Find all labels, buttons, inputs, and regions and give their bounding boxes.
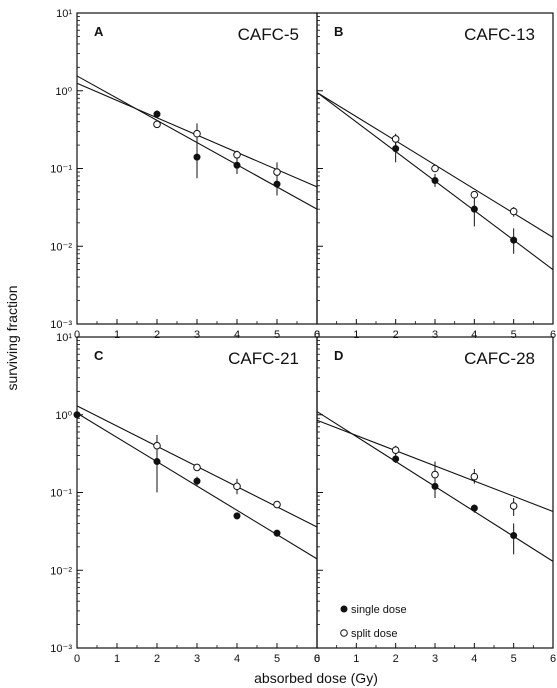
panel-letter: A (94, 24, 104, 39)
x-tick-label: 5 (274, 329, 280, 341)
x-tick-label: 6 (550, 329, 556, 341)
x-tick-label: 0 (74, 653, 80, 665)
split-dose-point (431, 470, 439, 479)
single-dose-point (431, 177, 439, 185)
y-tick-label: 10⁻² (50, 565, 72, 577)
x-tick-label: 4 (471, 653, 477, 665)
series-single-dose (316, 411, 554, 562)
x-tick-label: 2 (154, 329, 160, 341)
series-split-dose (76, 405, 318, 528)
series-split-dose (316, 419, 554, 516)
split-dose-point (273, 168, 281, 176)
x-tick-label: 0 (74, 329, 80, 341)
legend-single-dose-label: single dose (351, 604, 407, 616)
single-dose-point (510, 531, 518, 539)
single-dose-point (153, 110, 161, 118)
panel-title: CAFC-28 (464, 349, 535, 368)
series-single-dose (316, 92, 554, 271)
split-dose-point (193, 129, 201, 138)
single-dose-point (392, 145, 400, 153)
y-tick-label: 10⁻³ (50, 319, 72, 331)
y-tick-label: 10⁻¹ (50, 164, 72, 176)
x-tick-label: 4 (471, 329, 477, 341)
legend-split-dose-marker (340, 629, 348, 637)
y-tick-label: 10¹ (56, 332, 72, 344)
split-dose-point (193, 463, 201, 472)
x-tick-label: 3 (194, 329, 200, 341)
y-tick-label: 10¹ (56, 8, 72, 20)
split-dose-point (153, 441, 161, 450)
split-dose-point (470, 472, 479, 481)
x-axis-label: absorbed dose (Gy) (254, 670, 378, 686)
x-tick-label: 1 (114, 329, 120, 341)
panel-title: CAFC-21 (228, 349, 299, 368)
panel-letter: D (334, 348, 343, 363)
single-dose-point (510, 236, 518, 244)
single-dose-point (233, 512, 241, 520)
split-dose-point (391, 135, 400, 143)
split-dose-point (233, 482, 241, 491)
x-tick-label: 0 (314, 329, 320, 341)
x-tick-label: 1 (353, 653, 359, 665)
legend-single-dose-marker (340, 605, 348, 613)
series-split-dose (76, 82, 318, 188)
y-tick-label: 10⁰ (55, 86, 72, 98)
x-tick-label: 5 (511, 653, 517, 665)
y-tick-label: 10⁰ (55, 410, 72, 422)
x-tick-label: 2 (393, 329, 399, 341)
x-tick-label: 6 (314, 329, 320, 341)
x-tick-label: 2 (393, 653, 399, 665)
x-tick-label: 5 (274, 653, 280, 665)
x-tick-label: 3 (432, 653, 438, 665)
split-dose-point (273, 500, 281, 509)
x-tick-label: 6 (314, 653, 320, 665)
panel-title: CAFC-5 (238, 25, 299, 44)
y-axis-label: surviving fraction (4, 285, 20, 390)
panel-letter: B (334, 24, 343, 39)
panel-d: D CAFC-28 0 1 2 3 4 5 6 single dose split dose (314, 336, 556, 665)
single-dose-point (233, 161, 241, 169)
split-dose-point (391, 446, 400, 454)
single-dose-point (73, 411, 81, 419)
y-tick-label: 10⁻³ (50, 643, 72, 655)
split-dose-point (431, 164, 439, 173)
x-tick-label: 4 (234, 653, 240, 665)
x-tick-label: 5 (511, 329, 517, 341)
panel-letter: C (94, 348, 104, 363)
split-dose-point (509, 207, 518, 216)
x-tick-label: 2 (154, 653, 160, 665)
single-dose-point (153, 458, 161, 466)
single-dose-point (470, 504, 478, 512)
y-tick-label: 10⁻¹ (50, 488, 72, 500)
legend-split-dose-label: split dose (351, 628, 397, 640)
split-dose-point (233, 151, 241, 159)
single-dose-point (193, 153, 201, 161)
x-tick-label: 1 (114, 653, 120, 665)
single-dose-point (273, 180, 281, 188)
series-single-dose (73, 411, 318, 560)
series-split-dose (316, 92, 554, 238)
single-dose-point (392, 455, 400, 463)
split-dose-point (153, 120, 161, 129)
split-dose-point (509, 502, 518, 510)
legend: single dose split dose (340, 604, 407, 640)
panel-title: CAFC-13 (464, 25, 535, 44)
single-dose-point (273, 529, 281, 537)
plot-frame (76, 336, 318, 649)
panel-b: B CAFC-13 0 1 2 3 4 5 6 (314, 12, 556, 341)
x-tick-label: 1 (353, 329, 359, 341)
x-tick-label: 3 (432, 329, 438, 341)
x-tick-label: 3 (194, 653, 200, 665)
split-dose-point (470, 190, 479, 199)
y-tick-label: 10⁻² (50, 241, 72, 253)
single-dose-point (470, 205, 478, 213)
x-tick-label: 0 (314, 653, 320, 665)
x-tick-label: 6 (550, 653, 556, 665)
x-tick-label: 4 (234, 329, 240, 341)
single-dose-point (193, 477, 201, 485)
